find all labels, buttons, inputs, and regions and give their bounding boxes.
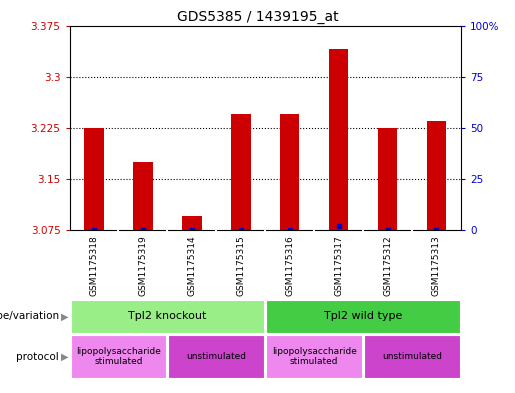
Bar [266, 335, 362, 378]
Text: GSM1175319: GSM1175319 [139, 235, 147, 296]
Text: GSM1175312: GSM1175312 [383, 235, 392, 296]
Bar [280, 114, 300, 230]
Bar [329, 50, 348, 230]
Bar [266, 300, 460, 333]
Text: GSM1175313: GSM1175313 [432, 235, 441, 296]
Text: GSM1175318: GSM1175318 [90, 235, 98, 296]
Text: ▶: ▶ [61, 311, 68, 321]
Bar [377, 128, 398, 230]
Text: ▶: ▶ [61, 352, 68, 362]
Text: lipopolysaccharide
stimulated: lipopolysaccharide stimulated [272, 347, 356, 366]
Bar [231, 114, 250, 230]
Text: GSM1175317: GSM1175317 [334, 235, 343, 296]
Text: unstimulated: unstimulated [382, 352, 442, 361]
Text: unstimulated: unstimulated [186, 352, 246, 361]
Bar [133, 162, 152, 230]
Text: GSM1175314: GSM1175314 [187, 235, 196, 296]
Text: GSM1175316: GSM1175316 [285, 235, 294, 296]
Text: genotype/variation: genotype/variation [0, 311, 59, 321]
Bar [364, 335, 460, 378]
Text: lipopolysaccharide
stimulated: lipopolysaccharide stimulated [76, 347, 161, 366]
Bar [168, 335, 264, 378]
Text: protocol: protocol [16, 352, 59, 362]
Bar [84, 128, 104, 230]
Text: GDS5385 / 1439195_at: GDS5385 / 1439195_at [177, 10, 338, 24]
Text: Tpl2 knockout: Tpl2 knockout [128, 311, 207, 321]
Bar [71, 300, 264, 333]
Bar [71, 335, 166, 378]
Bar [426, 121, 446, 230]
Text: GSM1175315: GSM1175315 [236, 235, 245, 296]
Text: Tpl2 wild type: Tpl2 wild type [324, 311, 402, 321]
Bar [182, 216, 202, 230]
